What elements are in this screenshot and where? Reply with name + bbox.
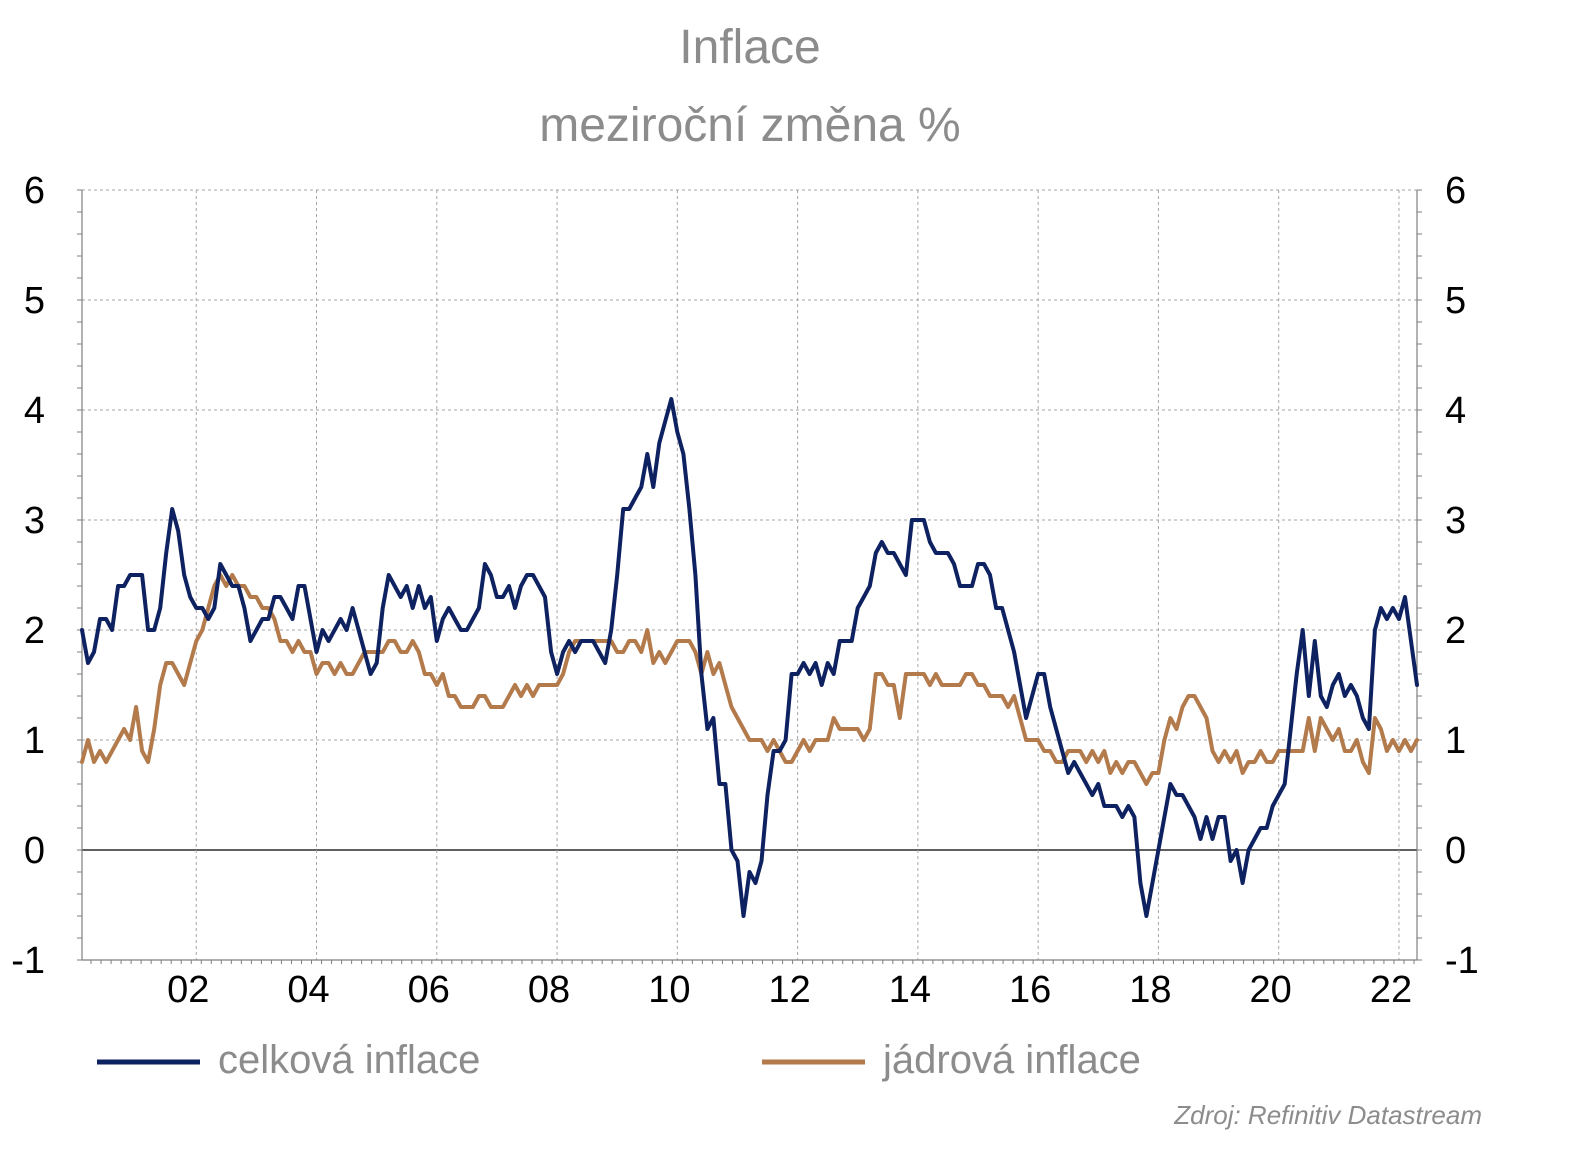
x-tick-label: 04	[287, 969, 329, 1011]
legend: celková inflace jádrová inflace	[97, 1038, 1141, 1082]
y-tick-label-left: 1	[24, 720, 45, 762]
x-tick-label: 22	[1370, 969, 1412, 1011]
x-tick-label: 18	[1129, 969, 1171, 1011]
y-tick-label-right: 6	[1445, 170, 1466, 212]
x-tick-label: 10	[648, 969, 690, 1011]
y-tick-label-right: 4	[1445, 390, 1466, 432]
y-tick-label-left: 4	[24, 390, 45, 432]
x-tick-label: 06	[408, 969, 450, 1011]
y-tick-label-right: 1	[1445, 720, 1466, 762]
x-tick-label: 16	[1009, 969, 1051, 1011]
legend-label-celkova: celková inflace	[218, 1038, 480, 1082]
y-tick-label-left: 2	[24, 610, 45, 652]
y-tick-label-left: 5	[24, 280, 45, 322]
series-lines	[80, 397, 1419, 918]
y-tick-label-left: 6	[24, 170, 45, 212]
y-tick-label-right: 3	[1445, 500, 1466, 542]
y-tick-label-right: 5	[1445, 280, 1466, 322]
y-tick-label-right: 0	[1445, 830, 1466, 872]
series-line-jadrova-inflace	[80, 573, 1419, 786]
x-tick-label: 12	[768, 969, 810, 1011]
y-tick-label-left: 3	[24, 500, 45, 542]
grid	[82, 189, 1417, 961]
x-tick-label: 02	[167, 969, 209, 1011]
source-note: Zdroj: Refinitiv Datastream	[1174, 1100, 1482, 1130]
legend-label-jadrova: jádrová inflace	[882, 1038, 1141, 1082]
x-tick-label: 08	[528, 969, 570, 1011]
x-tick-label: 20	[1250, 969, 1292, 1011]
y-tick-label-left: -1	[11, 940, 45, 982]
y-tick-label-right: -1	[1445, 940, 1479, 982]
series-line-celkova-inflace	[80, 397, 1419, 918]
axes: -1 -10 01 12 23 34 45 56 602 04 06 08 10 12 14 16 18 20 22	[11, 170, 1479, 1011]
chart-title: Inflace	[679, 21, 821, 74]
chart-subtitle: meziroční změna %	[539, 99, 961, 152]
y-tick-label-left: 0	[24, 830, 45, 872]
y-tick-label-right: 2	[1445, 610, 1466, 652]
x-tick-label: 14	[889, 969, 931, 1011]
